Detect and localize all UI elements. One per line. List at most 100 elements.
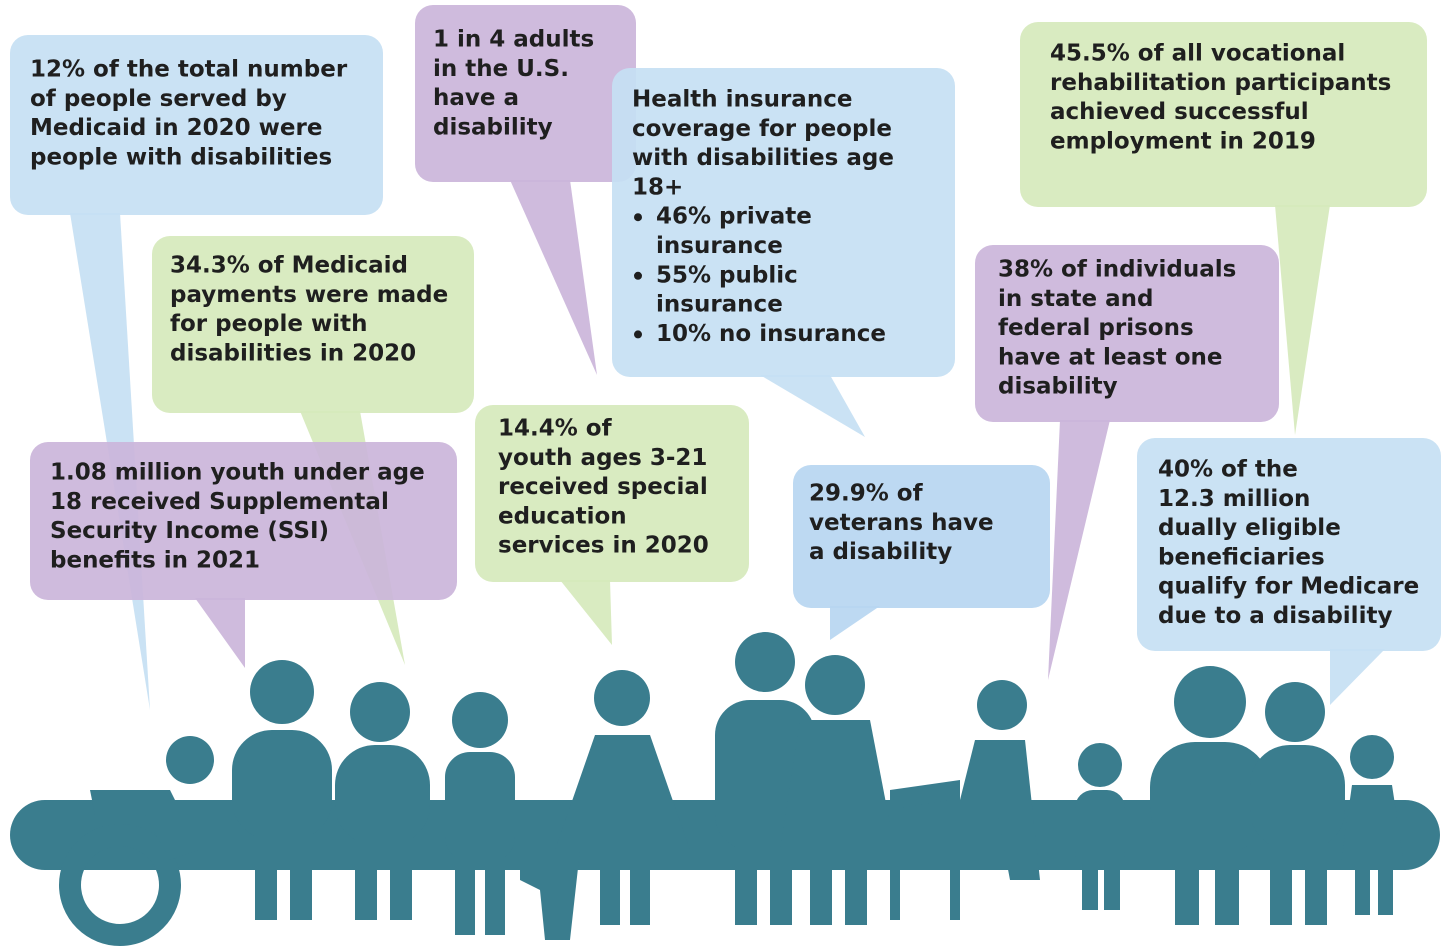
bubble-text: people with disabilities	[30, 144, 332, 170]
bubble-text: 45.5% of all vocational	[1050, 41, 1345, 67]
leg	[1355, 865, 1370, 915]
bubble-tail	[510, 180, 597, 375]
leg	[485, 855, 505, 935]
body	[1250, 745, 1345, 850]
head	[977, 680, 1027, 730]
bubble-text: disability	[433, 114, 553, 140]
head	[1265, 682, 1325, 742]
bubble-text: services in 2020	[498, 533, 709, 559]
bubble-tail	[560, 580, 612, 645]
bubble-text: youth ages 3-21	[498, 445, 707, 471]
bubble-text: have a	[433, 85, 519, 111]
bubble-text: 1.08 million youth under age	[50, 460, 425, 486]
bubble-text: disabilities in 2020	[170, 340, 416, 366]
bubbles: 12% of the total number of people served …	[10, 5, 1441, 710]
bubble-text: achieved successful	[1050, 99, 1309, 125]
speech-bubble	[30, 442, 457, 600]
bubble-text: coverage for people	[632, 116, 892, 142]
head	[452, 692, 508, 748]
head	[350, 682, 410, 742]
head	[805, 655, 865, 715]
bubble-tail	[830, 606, 880, 640]
leg	[1378, 865, 1393, 915]
leg	[1215, 845, 1239, 925]
bubble-text: 38% of individuals	[998, 257, 1236, 283]
bullet-text: 55% public	[656, 262, 798, 288]
leg	[1082, 860, 1098, 910]
bubble-text: federal prisons	[998, 315, 1194, 341]
speech-bubble	[475, 405, 749, 582]
bubble-text: Security Income (SSI)	[50, 518, 329, 544]
leg	[600, 845, 620, 925]
speech-bubble	[1137, 438, 1441, 651]
leg	[1104, 860, 1120, 910]
body	[1075, 790, 1125, 870]
body	[780, 720, 895, 850]
leg	[1175, 845, 1199, 925]
leg	[810, 840, 832, 925]
leg	[255, 830, 277, 920]
body	[445, 752, 515, 862]
speech-bubble	[612, 68, 955, 377]
body	[335, 745, 430, 845]
leg	[390, 835, 412, 920]
bubble-text: rehabilitation participants	[1050, 70, 1391, 96]
head	[735, 632, 795, 692]
bubble-text: Medicaid in 2020 were	[30, 115, 322, 141]
bubble-text: 29.9% of	[809, 481, 924, 507]
dog	[520, 840, 580, 940]
bubble-text: dually eligible	[1158, 515, 1341, 541]
bubble-text: beneficiaries	[1158, 544, 1325, 570]
bubble-tail	[1048, 420, 1110, 680]
speech-bubble	[415, 5, 636, 182]
bubble-tail	[1330, 649, 1385, 705]
leg	[1270, 840, 1292, 925]
head	[1174, 666, 1246, 738]
bullet	[634, 330, 642, 339]
leg	[355, 835, 377, 920]
head	[1078, 743, 1122, 787]
body	[1340, 785, 1405, 870]
body	[90, 790, 200, 860]
head	[594, 670, 650, 726]
walker	[890, 780, 960, 920]
bubble-text: due to a disability	[1158, 603, 1392, 629]
wheel	[59, 824, 181, 946]
dress	[555, 735, 690, 850]
bubble-text: of people served by	[30, 86, 287, 112]
leg	[770, 840, 792, 925]
bubble-text: education	[498, 503, 627, 529]
bubble-text: 18 received Supplemental	[50, 489, 389, 515]
leg	[630, 845, 650, 925]
bubble-tail	[760, 375, 865, 437]
body	[232, 730, 332, 840]
bubble-text: 12.3 million	[1158, 486, 1310, 512]
speech-bubble	[152, 236, 474, 413]
bubble-text: 1 in 4 adults	[433, 27, 594, 53]
bubble-text: 34.3% of Medicaid	[170, 253, 408, 279]
speech-bubble	[975, 245, 1279, 422]
bubble-text: in the U.S.	[433, 56, 569, 82]
leg	[1305, 840, 1327, 925]
bubble-tail	[195, 598, 245, 668]
bubble-text: for people with	[170, 311, 367, 337]
head	[1350, 735, 1394, 779]
body	[960, 740, 1040, 880]
bubble-tail	[1275, 205, 1330, 435]
bullet	[634, 271, 642, 280]
speech-bubble	[1020, 22, 1427, 207]
bubble-text: 12% of the total number	[30, 57, 348, 83]
bubble-text: 40% of the	[1158, 457, 1298, 483]
leg	[845, 840, 867, 925]
head	[250, 660, 314, 724]
bubble-text: in state and	[998, 286, 1153, 312]
speech-bubble	[793, 465, 1050, 608]
bubble-text: disability	[998, 374, 1118, 400]
head	[166, 736, 214, 784]
bubble-text: 18+	[632, 174, 683, 200]
speech-bubble	[10, 35, 383, 215]
bullet-text: 46% private	[656, 204, 812, 230]
bubble-text: qualify for Medicare	[1158, 574, 1419, 600]
bubble-text: with disabilities age	[632, 145, 894, 171]
